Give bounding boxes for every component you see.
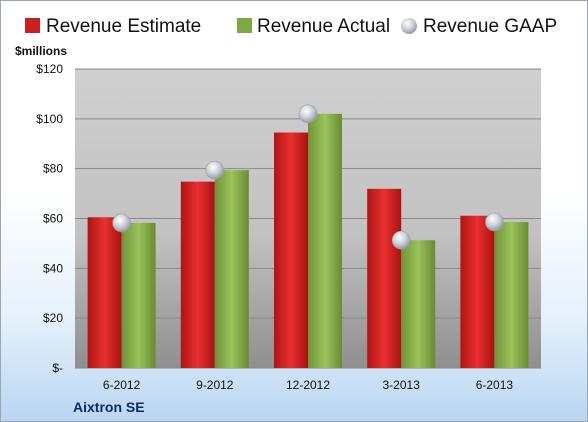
gaap-markers (112, 104, 504, 250)
x-tick-label: 6-2013 (476, 378, 514, 392)
legend-label-revenue-estimate: Revenue Estimate (46, 16, 201, 37)
legend-label-revenue-actual: Revenue Actual (257, 16, 390, 37)
bar-revenue-actual (401, 240, 436, 368)
x-axis-ticks: 6-2012 9-2012 12-2012 3-2013 6-2013 (103, 378, 513, 392)
y-tick-label: $80 (43, 162, 63, 176)
y-tick-label: $60 (43, 212, 63, 226)
x-tick-label: 9-2012 (196, 378, 234, 392)
x-tick-label: 3-2013 (383, 378, 421, 392)
marker-revenue-gaap (298, 104, 318, 124)
bar-revenue-estimate (87, 217, 122, 368)
legend-label-revenue-gaap: Revenue GAAP (423, 16, 557, 37)
y-tick-label: $40 (43, 261, 63, 275)
y-tick-label: $120 (36, 62, 63, 76)
y-axis-unit-label: $millions (15, 44, 67, 58)
bar-revenue-estimate (460, 215, 495, 368)
legend-swatch-revenue-gaap (401, 18, 417, 34)
bar-revenue-estimate (274, 132, 308, 368)
marker-revenue-gaap (485, 212, 504, 232)
x-tick-label: 6-2012 (103, 378, 141, 392)
bar-revenue-actual (494, 221, 529, 368)
company-name: Aixtron SE (73, 399, 145, 415)
bar-revenue-actual (121, 222, 156, 368)
bar-revenue-actual (214, 170, 249, 368)
bar-revenue-estimate (180, 181, 215, 368)
marker-revenue-gaap (112, 213, 131, 233)
y-tick-label: $20 (43, 311, 63, 325)
marker-revenue-gaap (391, 230, 411, 250)
bar-revenue-actual (308, 113, 342, 368)
y-axis-ticks: $- $20 $40 $60 $80 $100 $120 (36, 62, 63, 375)
marker-revenue-gaap (205, 160, 225, 180)
legend-swatch-revenue-actual (237, 18, 252, 33)
y-tick-label: $100 (36, 112, 63, 126)
y-tick-label: $- (52, 361, 63, 375)
chart-legend: Revenue Estimate Revenue Actual Revenue … (25, 16, 557, 37)
legend-swatch-revenue-estimate (25, 18, 40, 33)
bar-revenue-estimate (367, 188, 402, 368)
bars (87, 113, 529, 368)
x-tick-label: 12-2012 (286, 378, 330, 392)
